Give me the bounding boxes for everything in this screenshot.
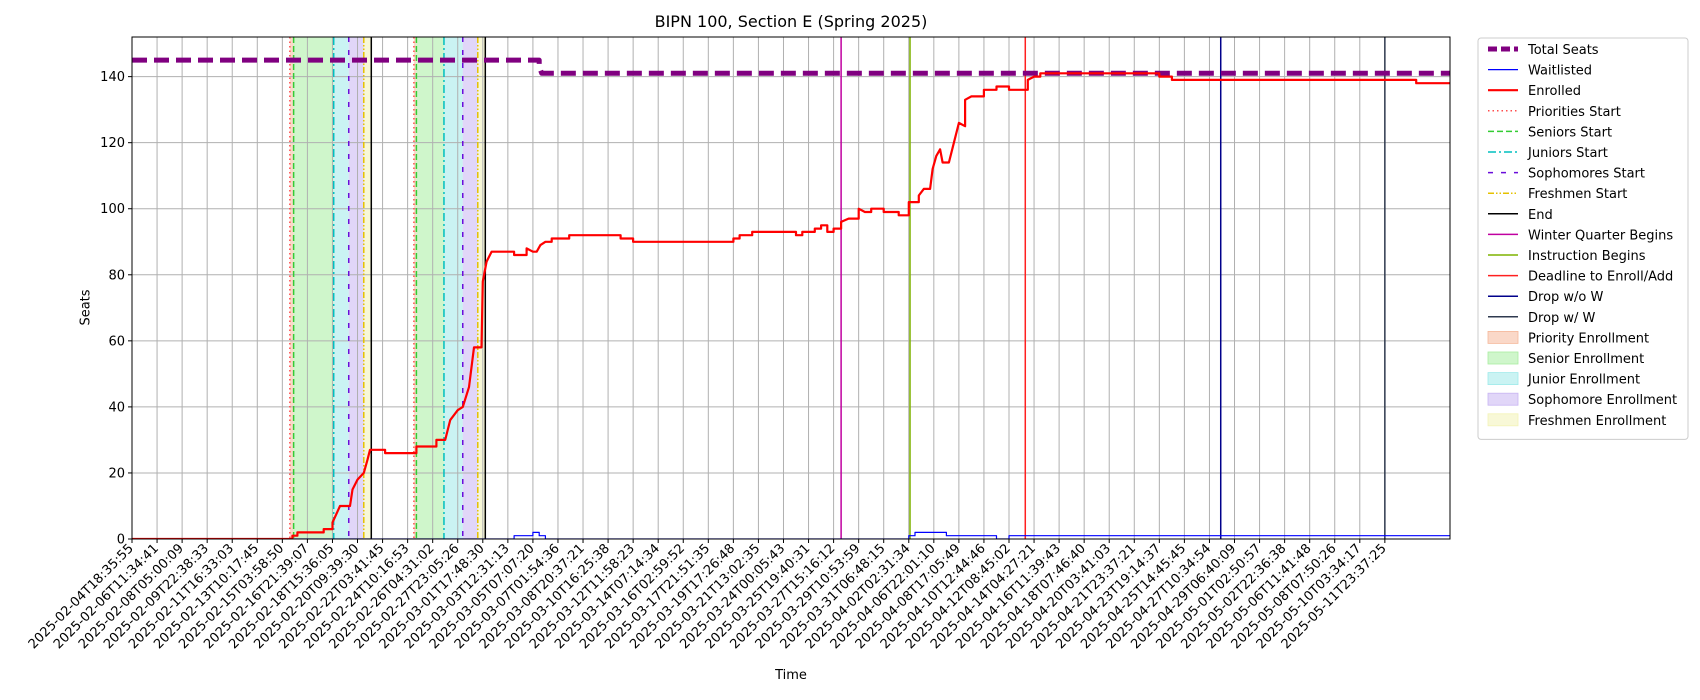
series-line: [132, 531, 1450, 539]
legend-label: Priority Enrollment: [1528, 331, 1649, 346]
shaded-period: [363, 37, 372, 539]
legend-label: Freshmen Enrollment: [1528, 414, 1666, 429]
plot-frame: [131, 36, 1451, 540]
shaded-period: [289, 37, 294, 539]
legend-label: Enrolled: [1528, 84, 1581, 99]
legend-label: Drop w/o W: [1528, 290, 1604, 305]
y-tick-label: 120: [100, 136, 125, 151]
legend-box: [1477, 37, 1689, 440]
y-tick-label: 20: [108, 466, 125, 481]
legend-label: Drop w/ W: [1528, 311, 1596, 326]
shaded-period: [348, 37, 364, 539]
shaded-period: [443, 37, 463, 539]
y-tick-label: 60: [108, 334, 125, 349]
x-axis-label: Time: [775, 668, 807, 683]
legend-label: Sophomore Enrollment: [1528, 393, 1677, 408]
series-line: [132, 57, 1450, 76]
legend-label: Total Seats: [1527, 43, 1599, 58]
legend-label: Instruction Begins: [1528, 249, 1646, 264]
chart-title: BIPN 100, Section E (Spring 2025): [654, 12, 928, 31]
y-tick-label: 0: [117, 533, 125, 548]
shaded-period: [416, 37, 444, 539]
legend-swatch: [1487, 372, 1519, 386]
shaded-period: [477, 37, 486, 539]
shaded-period: [293, 37, 334, 539]
shaded-period: [413, 37, 417, 539]
legend-label: Waitlisted: [1528, 64, 1592, 79]
legend-label: Sophomores Start: [1528, 167, 1645, 182]
legend-label: Freshmen Start: [1528, 187, 1627, 202]
legend-label: Priorities Start: [1528, 105, 1621, 120]
legend-swatch: [1487, 351, 1519, 365]
y-tick-label: 40: [108, 400, 125, 415]
legend-swatch: [1487, 413, 1519, 427]
legend-label: Deadline to Enroll/Add: [1528, 270, 1673, 285]
y-tick-label: 100: [100, 202, 125, 217]
legend-label: End: [1528, 208, 1553, 223]
legend-label: Winter Quarter Begins: [1528, 228, 1673, 243]
legend-swatch: [1487, 392, 1519, 406]
series-line: [132, 72, 1450, 539]
legend-label: Junior Enrollment: [1527, 373, 1640, 388]
legend-swatch: [1487, 330, 1519, 344]
y-tick-label: 140: [100, 70, 125, 85]
legend-label: Seniors Start: [1528, 125, 1612, 140]
legend-label: Juniors Start: [1527, 146, 1608, 161]
legend-label: Senior Enrollment: [1528, 352, 1644, 367]
shaded-period: [462, 37, 478, 539]
shaded-period: [333, 37, 349, 539]
y-tick-label: 80: [108, 268, 125, 283]
